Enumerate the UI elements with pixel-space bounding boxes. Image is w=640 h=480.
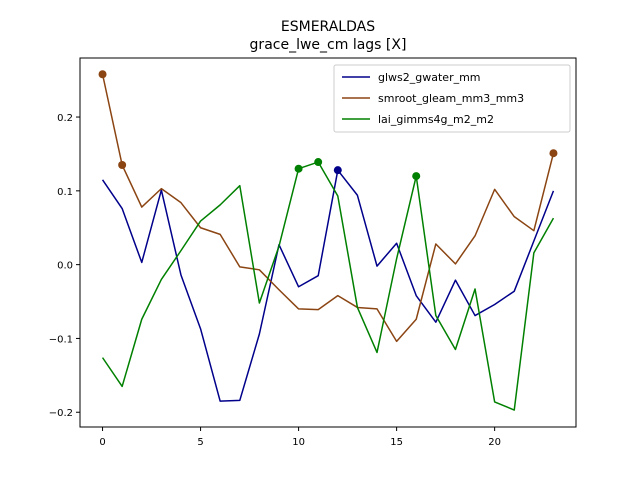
series-line-1 [101, 74, 555, 343]
series-0-marker [333, 166, 342, 175]
series-line-2 [101, 161, 555, 411]
y-tick-label: 0.1 [57, 187, 73, 198]
chart-title: ESMERALDAS [281, 19, 375, 35]
series-2-marker [412, 172, 421, 181]
legend-label: glws2_gwater_mm [378, 71, 481, 84]
series-line-0 [101, 169, 555, 402]
plot-frame [79, 57, 577, 428]
plot-area [98, 70, 558, 411]
y-tick-label: −0.1 [49, 334, 73, 345]
series-1-marker [118, 161, 127, 170]
legend-label: smroot_gleam_mm3_mm3 [378, 92, 524, 105]
y-tick-label: −0.2 [49, 408, 73, 419]
legend: glws2_gwater_mm smroot_gleam_mm3_mm3 lai_g… [333, 64, 571, 133]
chart-subtitle: grace_lwe_cm lags [X] [250, 37, 407, 53]
series-1-marker [98, 70, 107, 79]
y-tick-label: 0.2 [57, 113, 73, 124]
series-2-marker [314, 158, 323, 167]
legend-box [333, 64, 571, 133]
axes: 0 5 10 15 20 −0.2 −0.1 0.0 0.1 0.2 [49, 113, 501, 448]
x-tick-label: 10 [292, 437, 305, 448]
series-1-marker [549, 149, 558, 158]
x-tick-label: 20 [488, 437, 501, 448]
x-tick-label: 5 [197, 437, 203, 448]
legend-label: lai_gimms4g_m2_m2 [378, 113, 494, 126]
x-tick-label: 0 [99, 437, 105, 448]
series-2-marker [294, 164, 303, 173]
y-tick-label: 0.0 [57, 261, 73, 272]
x-tick-label: 15 [390, 437, 403, 448]
